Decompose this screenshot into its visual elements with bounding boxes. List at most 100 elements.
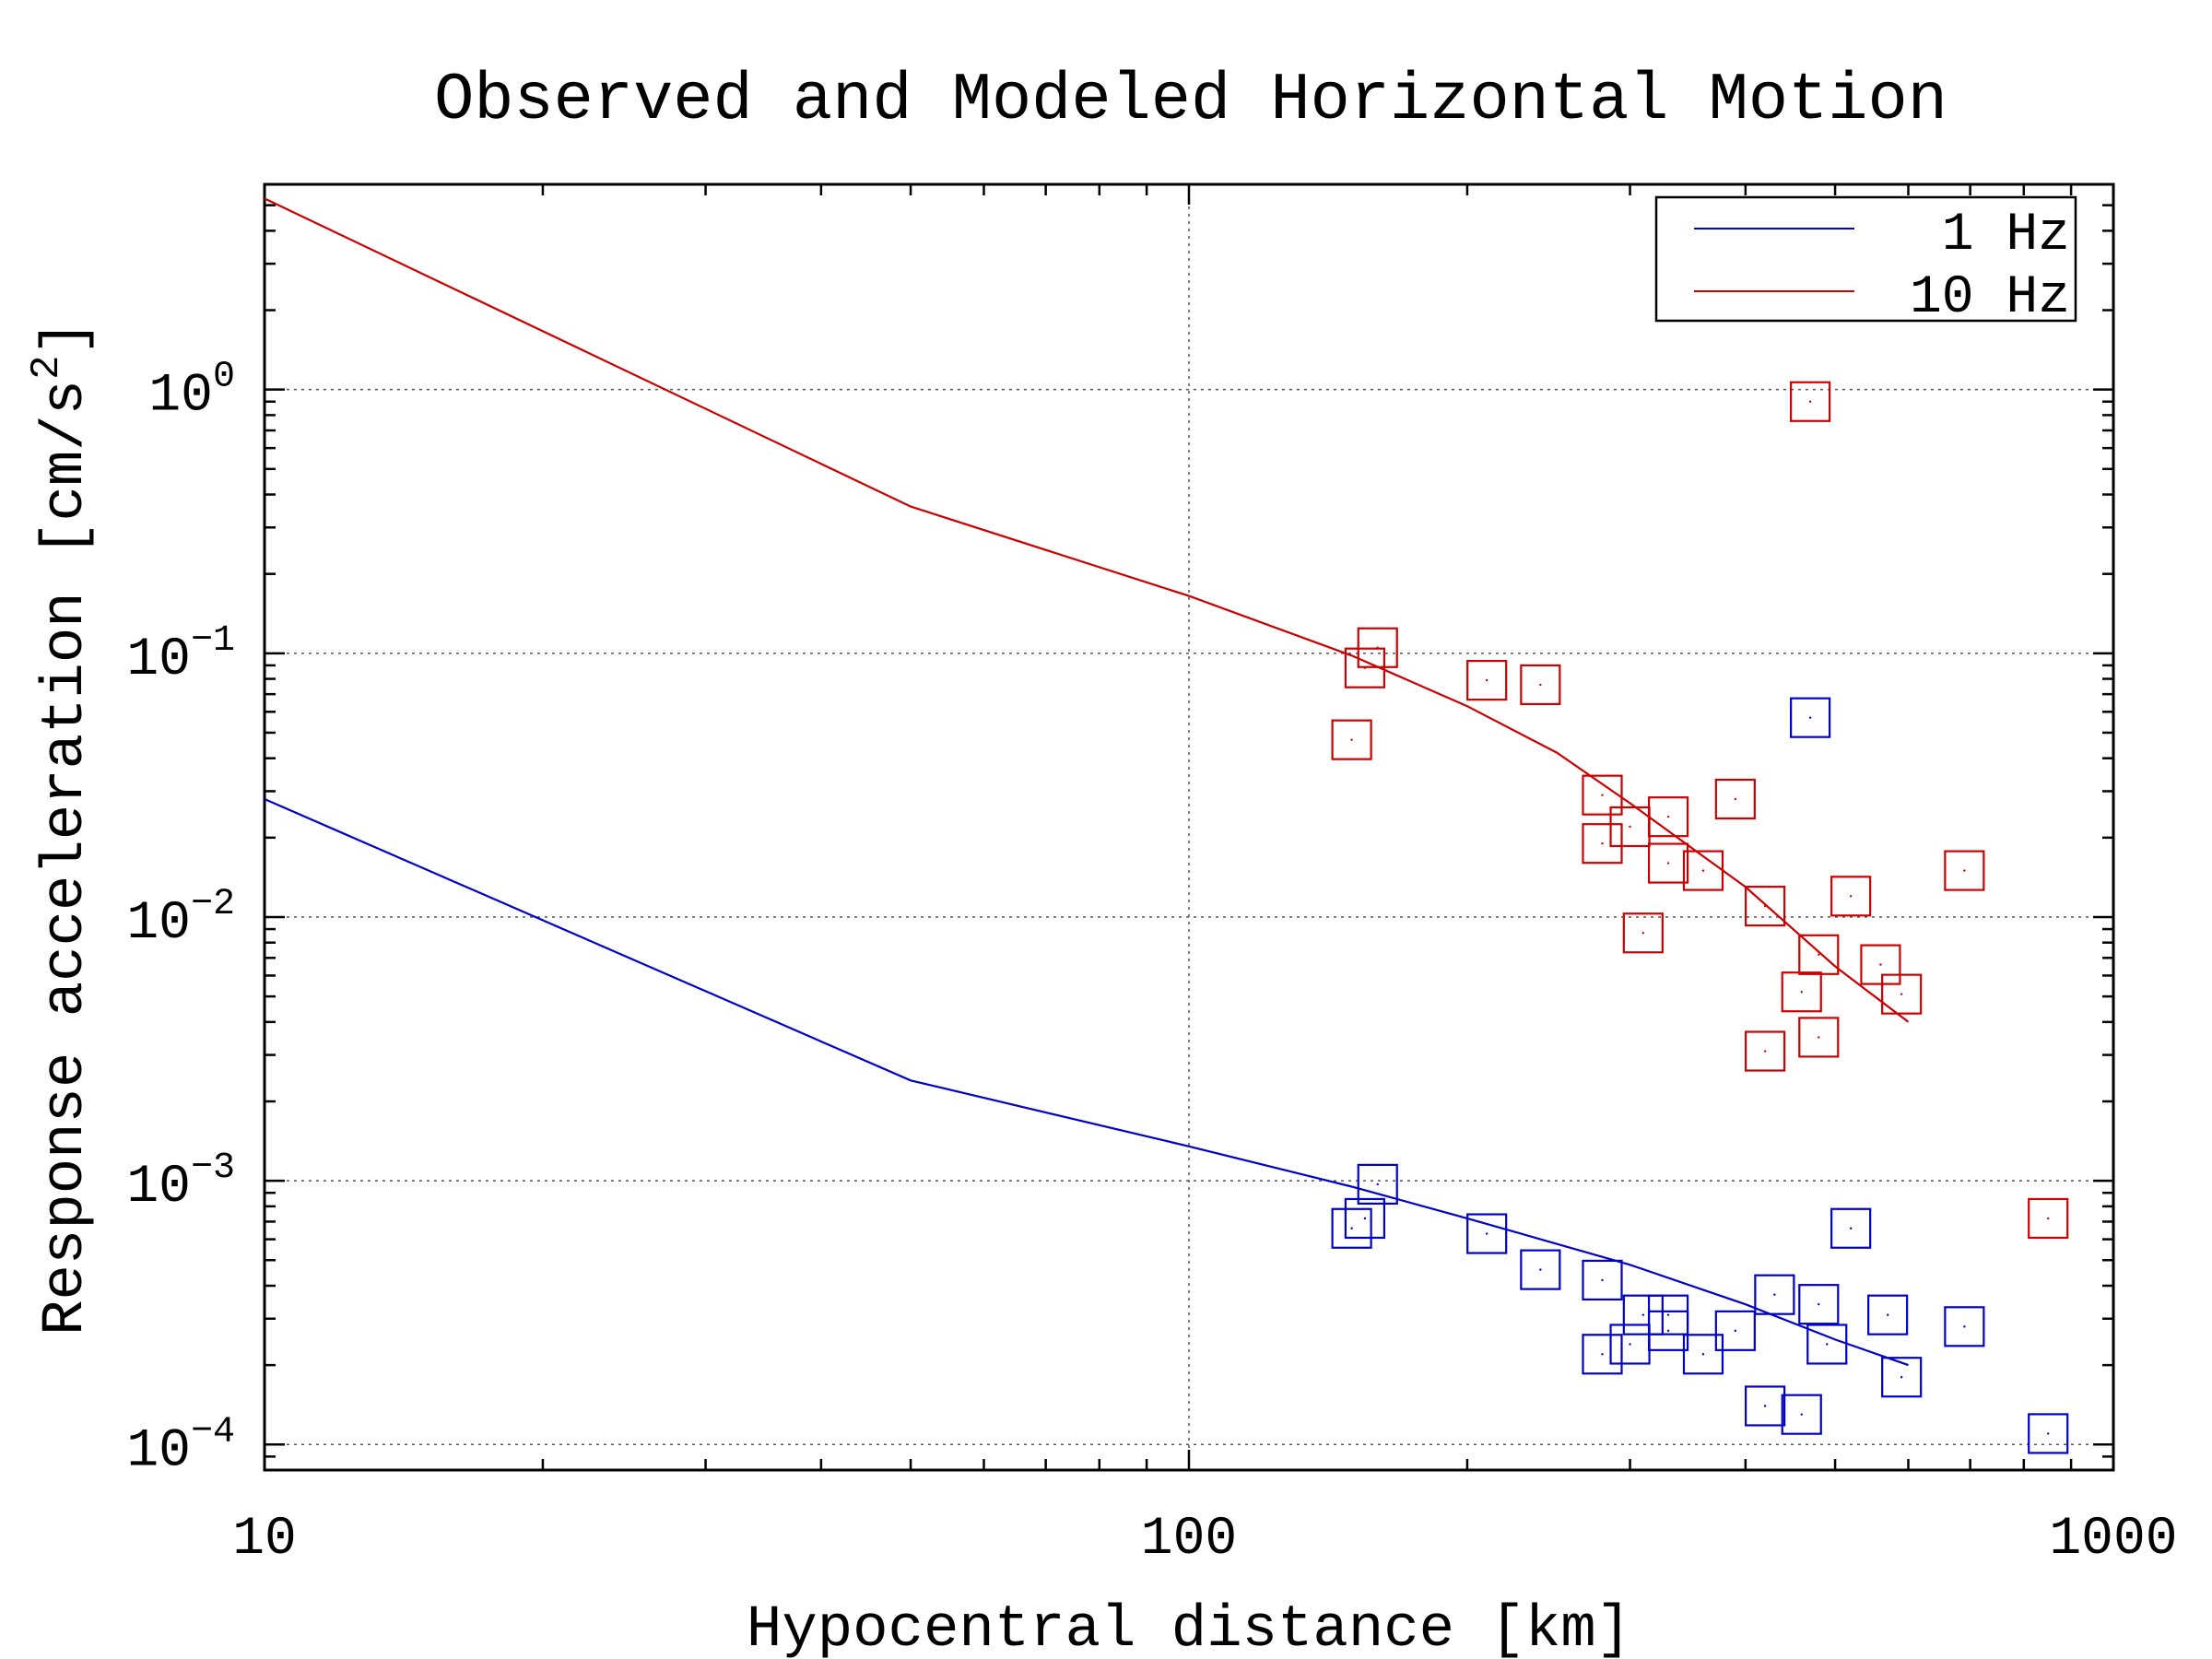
observed-marker: [1798, 1017, 1840, 1058]
y-tick-label: 10−4: [126, 1411, 235, 1481]
observed-marker-dot: [1376, 1182, 1379, 1186]
observed-marker-dot: [1601, 842, 1604, 845]
observed-marker-dot: [1601, 1353, 1604, 1356]
observed-marker: [1582, 823, 1623, 865]
chart-title: Observed and Modeled Horizontal Motion: [434, 63, 1947, 138]
observed-marker-dot: [1666, 862, 1670, 865]
y-tick-label-exponent: −4: [191, 1411, 235, 1453]
y-tick-label: 10−3: [126, 1147, 235, 1218]
observed-marker-dot: [1763, 1405, 1767, 1407]
observed-marker-dot: [1963, 1325, 1966, 1328]
observed-marker: [1466, 660, 1508, 701]
observed-marker-dot: [1666, 1313, 1670, 1316]
observed-marker: [2028, 1197, 2069, 1240]
y-axis-label-superscript: 2: [24, 356, 70, 380]
plot-area-frame: [263, 182, 2115, 1472]
observed-marker-dot: [1539, 1268, 1542, 1271]
observed-marker-dot: [1734, 1329, 1737, 1333]
y-tick-label-base: 10: [126, 1158, 191, 1218]
observed-marker-dot: [1641, 932, 1645, 935]
observed-marker: [1682, 1334, 1724, 1375]
observed-marker: [1830, 1207, 1872, 1249]
x-tick-label: 1000: [2049, 1510, 2177, 1570]
observed-marker-dot: [1666, 1329, 1670, 1333]
observed-marker-dot: [1701, 869, 1705, 872]
observed-marker-dot: [1763, 904, 1767, 908]
observed-marker: [1745, 886, 1786, 927]
observed-marker: [1790, 381, 1831, 422]
legend: 1 Hz 10 Hz: [1654, 195, 2077, 328]
observed-marker: [1745, 1385, 1786, 1427]
observed-marker-dot: [1539, 683, 1542, 687]
observed-marker-dot: [1485, 1232, 1488, 1235]
observed-marker-dot: [1701, 1353, 1705, 1356]
observed-marker: [1781, 971, 1822, 1013]
observed-marker-dot: [1800, 1413, 1803, 1416]
y-axis-label-end: ]: [33, 320, 100, 355]
observed-marker-dot: [1350, 1227, 1353, 1230]
observed-marker: [1798, 934, 1840, 975]
observed-marker: [2028, 1413, 2069, 1454]
observed-marker: [1830, 876, 1872, 917]
observed-marker-dot: [1826, 1343, 1829, 1346]
y-tick-label: 100: [148, 357, 235, 427]
y-tick-label-base: 10: [126, 1421, 191, 1481]
observed-marker: [1582, 1259, 1623, 1301]
observed-marker: [1745, 1030, 1786, 1072]
y-tick-label-exponent: −2: [191, 884, 235, 925]
observed-marker: [1647, 842, 1689, 884]
observed-marker-dot: [1376, 646, 1379, 649]
observed-marker: [1622, 912, 1664, 954]
y-axis-label: Response acceleration [cm/s2]: [24, 320, 100, 1335]
y-tick-label-base: 10: [126, 894, 191, 954]
observed-marker-dot: [1963, 869, 1966, 872]
legend-label-10hz: 10 Hz: [1910, 268, 2070, 328]
observed-marker: [1357, 1163, 1398, 1206]
observed-marker: [1867, 1294, 1909, 1335]
observed-marker-dot: [1629, 825, 1631, 829]
observed-marker-dot: [1734, 797, 1737, 801]
observed-marker: [1881, 1357, 1923, 1398]
observed-marker-dot: [1641, 1313, 1645, 1316]
y-tick-label: 10−2: [126, 884, 235, 954]
observed-marker-dot: [1900, 1376, 1903, 1379]
observed-marker: [1582, 774, 1623, 816]
y-tick-label-base: 10: [126, 630, 191, 690]
observed-marker: [1881, 973, 1923, 1015]
y-tick-label-exponent: −3: [191, 1147, 235, 1189]
y-tick-label-exponent: 0: [213, 357, 235, 398]
legend-box: [1654, 195, 2077, 323]
observed-marker: [1331, 1207, 1372, 1249]
observed-marker-dot: [1666, 815, 1670, 818]
observed-marker: [1357, 627, 1398, 668]
observed-marker-dot: [1350, 738, 1353, 741]
observed-marker-dot: [1763, 1050, 1767, 1053]
observed-marker-dot: [1629, 1343, 1631, 1346]
y-tick-label: 10−1: [126, 620, 235, 690]
observed-marker-dot: [1879, 963, 1882, 966]
observed-marker: [1466, 1213, 1508, 1254]
observed-marker: [1622, 1294, 1664, 1335]
observed-marker: [1790, 697, 1831, 738]
observed-marker-dot: [1363, 1217, 1367, 1220]
observed-marker-dot: [1808, 400, 1812, 403]
model-line-10hz: [264, 197, 1910, 1023]
observed-marker: [1944, 850, 1985, 891]
observed-marker: [1520, 664, 1561, 706]
observed-marker-dot: [1886, 1313, 1889, 1316]
observed-marker-dot: [1601, 794, 1604, 796]
observed-marker: [1647, 1310, 1689, 1351]
observed-marker-dot: [1818, 1036, 1820, 1039]
observed-marker: [1582, 1334, 1623, 1375]
y-tick-label-exponent: −1: [191, 620, 235, 662]
observed-marker: [1798, 1284, 1840, 1325]
observed-marker: [1944, 1306, 1985, 1347]
observed-marker-dot: [1818, 1302, 1820, 1306]
observed-marker: [1714, 1310, 1756, 1351]
observed-marker: [1520, 1249, 1561, 1290]
observed-marker-dot: [2047, 1217, 2050, 1220]
observed-marker-dot: [1808, 716, 1812, 719]
x-tick-label: 100: [1141, 1510, 1237, 1570]
